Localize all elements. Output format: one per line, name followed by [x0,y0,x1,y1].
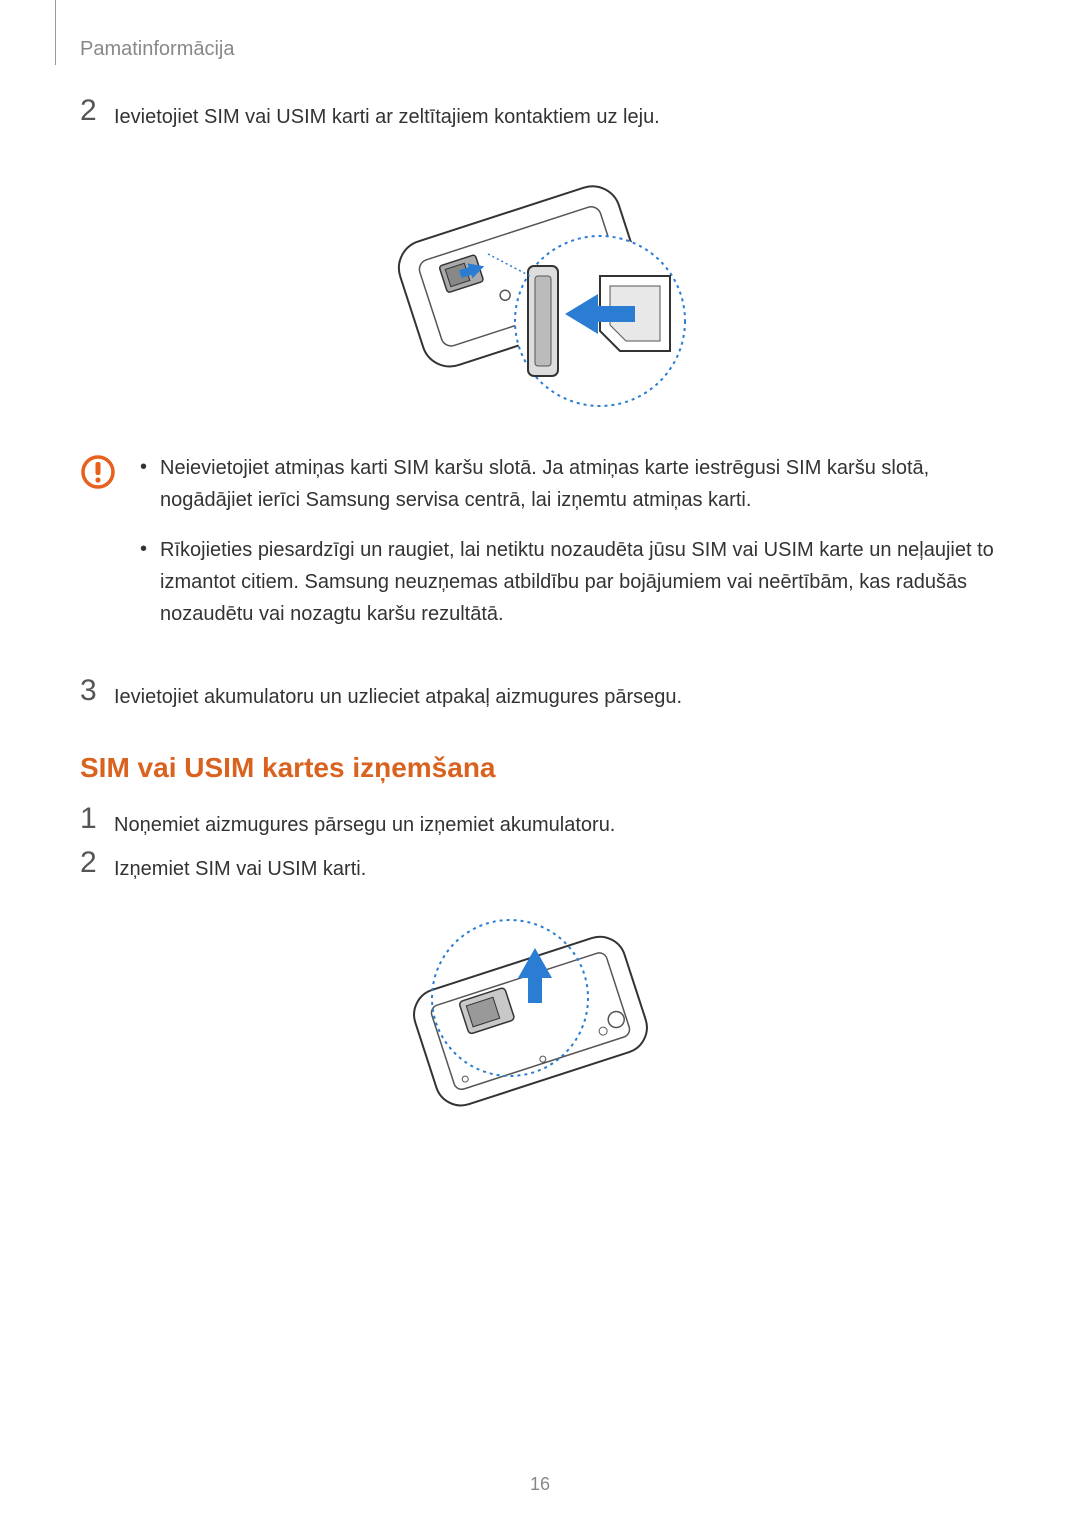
step-row: 3 Ievietojiet akumulatoru un uzlieciet a… [80,680,1000,712]
bullet-marker: • [140,534,160,564]
page-content: 2 Ievietojiet SIM vai USIM karti ar zelt… [80,100,1000,1164]
header-divider [55,0,56,65]
sim-remove-illustration [390,908,690,1128]
step-number: 2 [80,96,114,126]
breadcrumb: Pamatinformācija [80,38,235,61]
step-row: 1 Noņemiet aizmugures pārsegu un izņemie… [80,808,1000,840]
step-text: Ievietojiet SIM vai USIM karti ar zeltīt… [114,100,660,132]
caution-callout: • Neievietojiet atmiņas karti SIM karšu … [80,452,1000,648]
bullet-item: • Rīkojieties piesardzīgi un raugiet, la… [140,534,1000,630]
caution-list: • Neievietojiet atmiņas karti SIM karšu … [140,452,1000,648]
figure-sim-insert [80,156,1000,416]
section-heading: SIM vai USIM kartes izņemšana [80,752,1000,784]
bullet-text: Neievietojiet atmiņas karti SIM karšu sl… [160,452,1000,516]
bullet-marker: • [140,452,160,482]
step-number: 1 [80,804,114,834]
step-text: Izņemiet SIM vai USIM karti. [114,852,366,884]
step-row: 2 Ievietojiet SIM vai USIM karti ar zelt… [80,100,1000,132]
step-number: 3 [80,676,114,706]
bullet-text: Rīkojieties piesardzīgi un raugiet, lai … [160,534,1000,630]
bullet-item: • Neievietojiet atmiņas karti SIM karšu … [140,452,1000,516]
step-number: 2 [80,848,114,878]
step-row: 2 Izņemiet SIM vai USIM karti. [80,852,1000,884]
page-number: 16 [0,1474,1080,1495]
step-text: Ievietojiet akumulatoru un uzlieciet atp… [114,680,682,712]
step-text: Noņemiet aizmugures pārsegu un izņemiet … [114,808,615,840]
sim-insert-illustration [370,156,710,416]
figure-sim-remove [80,908,1000,1128]
caution-icon [80,454,116,490]
